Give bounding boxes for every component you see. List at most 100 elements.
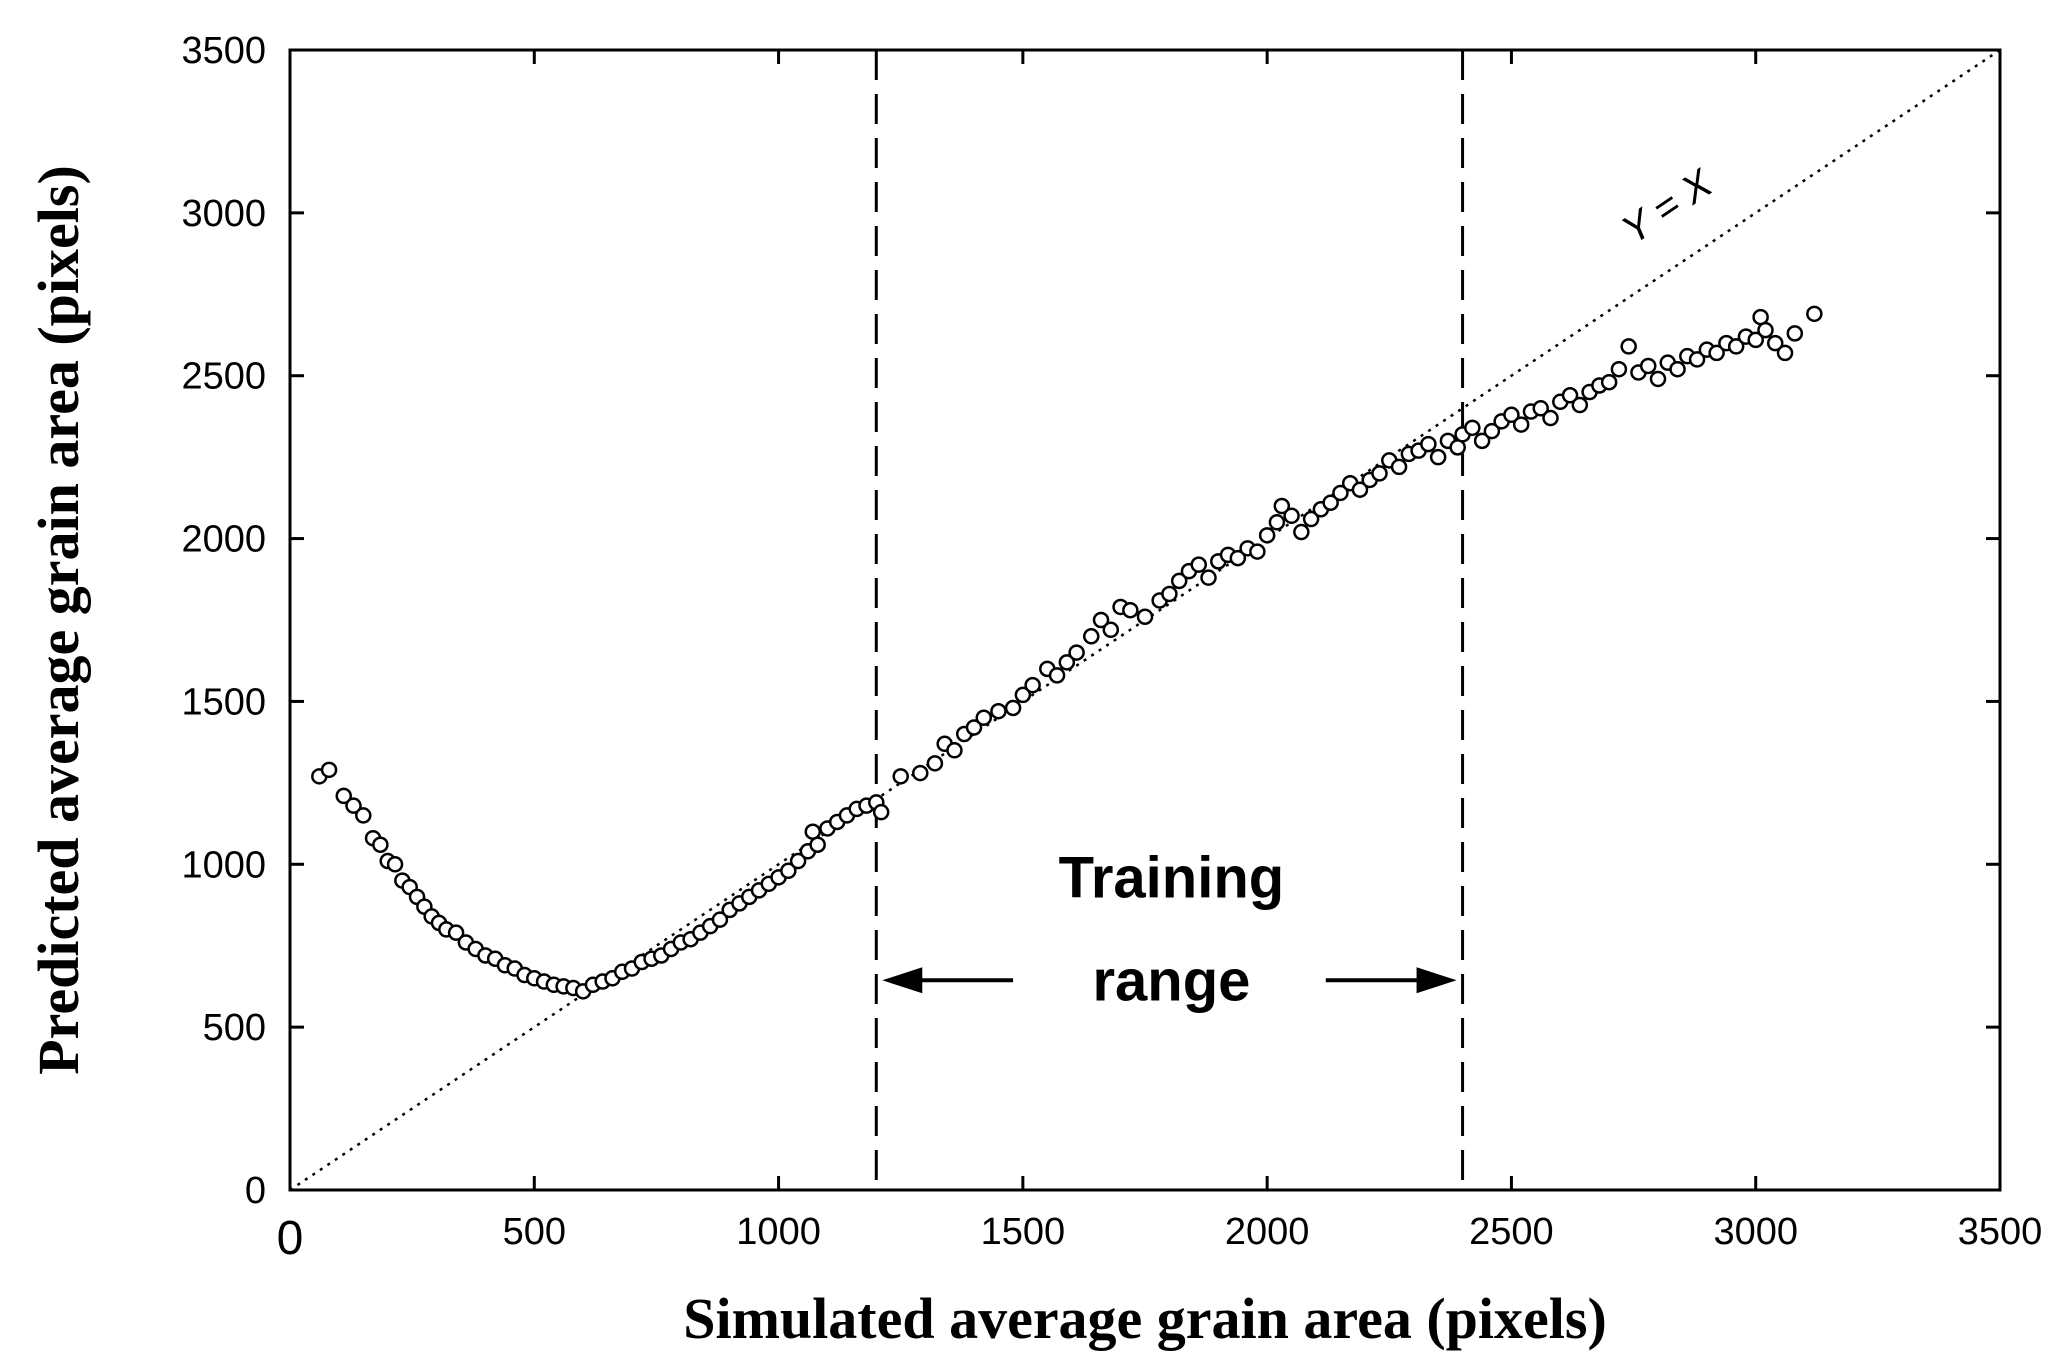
data-point (1473, 432, 1491, 450)
x-tick-label: 500 (503, 1211, 566, 1253)
data-point (1806, 305, 1823, 323)
y-tick-label: 2000 (181, 519, 266, 561)
data-point (1122, 601, 1139, 619)
plot-frame (288, 48, 2002, 1192)
y-tick-label: 1000 (181, 844, 266, 886)
data-point (1004, 699, 1022, 717)
data-point (1727, 338, 1745, 355)
y-axis-title: Predicted average grain area (pixels) (26, 165, 91, 1075)
x-tick-label: 3500 (1958, 1211, 2043, 1253)
data-point (1273, 497, 1291, 515)
data-point (1083, 628, 1100, 645)
data-point (1420, 435, 1437, 453)
data-point (1293, 523, 1310, 541)
data-point (1512, 416, 1530, 433)
data-point (335, 787, 352, 805)
data-point (1757, 321, 1774, 339)
data-point (1542, 409, 1559, 427)
training-range-right-arrow (1325, 967, 1457, 994)
data-point (1503, 406, 1520, 424)
data-point (1708, 344, 1725, 362)
data-point (1571, 396, 1589, 414)
data-point (926, 755, 944, 772)
data-point (386, 856, 404, 873)
training-range-left-arrow (882, 967, 1014, 994)
x-tick-label: 3000 (1713, 1211, 1798, 1253)
data-point (780, 862, 797, 880)
x-tick-label: 2000 (1225, 1211, 1310, 1253)
data-point (1258, 527, 1276, 544)
data-point (965, 719, 983, 736)
data-point (1249, 543, 1266, 560)
x-tick-label: 1500 (981, 1211, 1066, 1253)
arrow-head (882, 967, 923, 994)
data-point (1302, 510, 1320, 528)
data-point (1136, 608, 1154, 625)
data-point (1170, 572, 1188, 590)
data-point (1200, 569, 1217, 586)
data-point (809, 836, 826, 853)
data-point (1058, 654, 1076, 671)
y-tick-label: 1500 (181, 681, 266, 723)
data-point (1767, 334, 1784, 352)
data-point (1639, 357, 1657, 375)
data-point (1669, 360, 1686, 378)
training-range-label-line2: range (1092, 948, 1250, 1013)
data-point (892, 768, 909, 785)
data-point (1747, 331, 1764, 349)
data-point (946, 742, 963, 759)
data-points (311, 305, 1823, 1000)
arrow-head (1416, 967, 1457, 994)
y-tick-label: 3000 (181, 193, 266, 235)
x-tick-label: 2500 (1469, 1211, 1554, 1253)
y-tick-label: 2500 (181, 356, 266, 398)
data-point (1429, 448, 1447, 466)
data-point (1688, 351, 1706, 368)
data-point (1786, 325, 1804, 342)
axis-ticks: 0 500 1000 1500 2000 2500 3000 3500 0 500 1000 1500… (181, 30, 2042, 1265)
data-point (1102, 621, 1120, 639)
data-point (1024, 676, 1041, 694)
data-point (872, 803, 890, 821)
data-point (1229, 549, 1247, 567)
data-point (1776, 344, 1794, 362)
x-tick-label: 1000 (736, 1211, 821, 1253)
data-point (1390, 458, 1408, 476)
y-tick-label: 500 (203, 1007, 266, 1049)
data-point (1190, 556, 1207, 573)
y-tick-label: 3500 (181, 30, 266, 72)
data-point (990, 702, 1007, 720)
data-point (1464, 419, 1481, 437)
data-point (1620, 338, 1637, 355)
y-tick-label: 0 (245, 1170, 266, 1212)
data-point (1649, 370, 1667, 388)
x-tick-label: 0 (277, 1212, 304, 1265)
data-point (1532, 400, 1549, 417)
data-point (1600, 373, 1618, 391)
data-point (1561, 387, 1579, 404)
data-point (1351, 481, 1369, 498)
data-point (372, 836, 389, 853)
data-point (1322, 494, 1339, 511)
data-point (1014, 686, 1032, 704)
data-point (711, 911, 729, 928)
data-point (1283, 507, 1300, 525)
data-point (447, 924, 465, 941)
data-point (345, 797, 362, 814)
x-axis-title: Simulated average grain area (pixels) (683, 1286, 1607, 1351)
data-point (789, 852, 807, 870)
data-point (1068, 644, 1085, 661)
data-point (1332, 484, 1349, 502)
data-point (1610, 360, 1628, 378)
training-range-label-line1: Training (1059, 845, 1285, 910)
data-point (1092, 611, 1110, 629)
data-point (1371, 465, 1388, 482)
data-point (1161, 585, 1178, 603)
data-point (355, 807, 372, 824)
data-point (1048, 667, 1066, 684)
data-point (1483, 422, 1501, 440)
data-point (1268, 514, 1286, 531)
y-equals-x-label: Y = X (1614, 161, 1721, 253)
data-point (912, 764, 929, 782)
